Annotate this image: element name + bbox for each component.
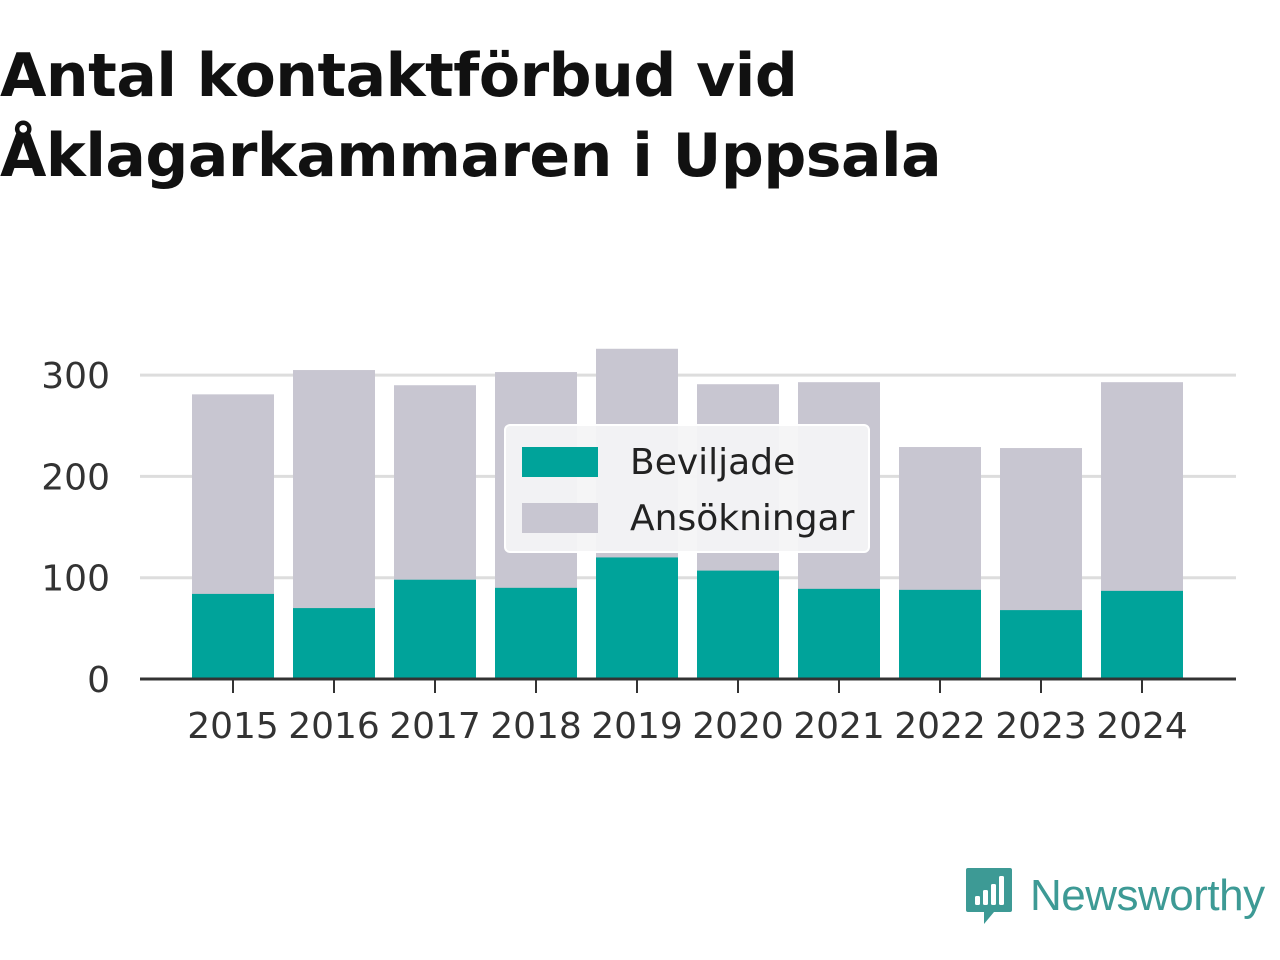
x-tick-label-2020: 2020: [692, 706, 784, 747]
x-tick-label-2024: 2024: [1096, 706, 1188, 747]
y-tick-label-300: 300: [41, 356, 110, 397]
legend-label-ansokningar: Ansökningar: [630, 497, 855, 539]
legend-item-ansokningar: Ansökningar: [522, 497, 855, 539]
bar-beviljade-2022: [899, 589, 981, 679]
legend-swatch-ansokningar: [522, 503, 598, 533]
bar-beviljade-2016: [293, 608, 375, 679]
bar-beviljade-2020: [697, 570, 779, 679]
bar-beviljade-2019: [596, 557, 678, 679]
bar-beviljade-2023: [1000, 610, 1082, 679]
y-tick-label-200: 200: [41, 457, 110, 498]
chart-title-line-1: Antal kontaktförbud vid: [0, 41, 798, 111]
x-tick-label-2022: 2022: [894, 706, 986, 747]
y-tick-label-100: 100: [41, 559, 110, 600]
newsworthy-brand-name: Newsworthy: [1030, 871, 1265, 920]
chart-title-line-2: Åklagarkammaren i Uppsala: [0, 121, 942, 191]
bar-beviljade-2015: [192, 593, 274, 679]
y-tick-label-0: 0: [87, 660, 110, 701]
chart-legend: Beviljade Ansökningar: [504, 424, 870, 553]
bar-beviljade-2024: [1101, 590, 1183, 679]
bar-beviljade-2018: [495, 587, 577, 679]
legend-item-beviljade: Beviljade: [522, 441, 796, 483]
legend-label-beviljade: Beviljade: [630, 441, 796, 483]
x-tick-label-2018: 2018: [490, 706, 582, 747]
legend-swatch-beviljade: [522, 447, 598, 477]
x-tick-label-2021: 2021: [793, 706, 885, 747]
x-tick-label-2017: 2017: [389, 706, 481, 747]
x-tick-label-2019: 2019: [591, 706, 683, 747]
chart-title: Antal kontaktförbud vid Åklagarkammaren …: [0, 36, 1200, 196]
bar-beviljade-2021: [798, 588, 880, 679]
bar-beviljade-2017: [394, 579, 476, 679]
x-tick-label-2016: 2016: [288, 706, 380, 747]
newsworthy-logo-icon: [966, 868, 1012, 924]
x-tick-label-2023: 2023: [995, 706, 1087, 747]
x-tick-label-2015: 2015: [187, 706, 279, 747]
newsworthy-brand: Newsworthy: [964, 864, 1265, 928]
